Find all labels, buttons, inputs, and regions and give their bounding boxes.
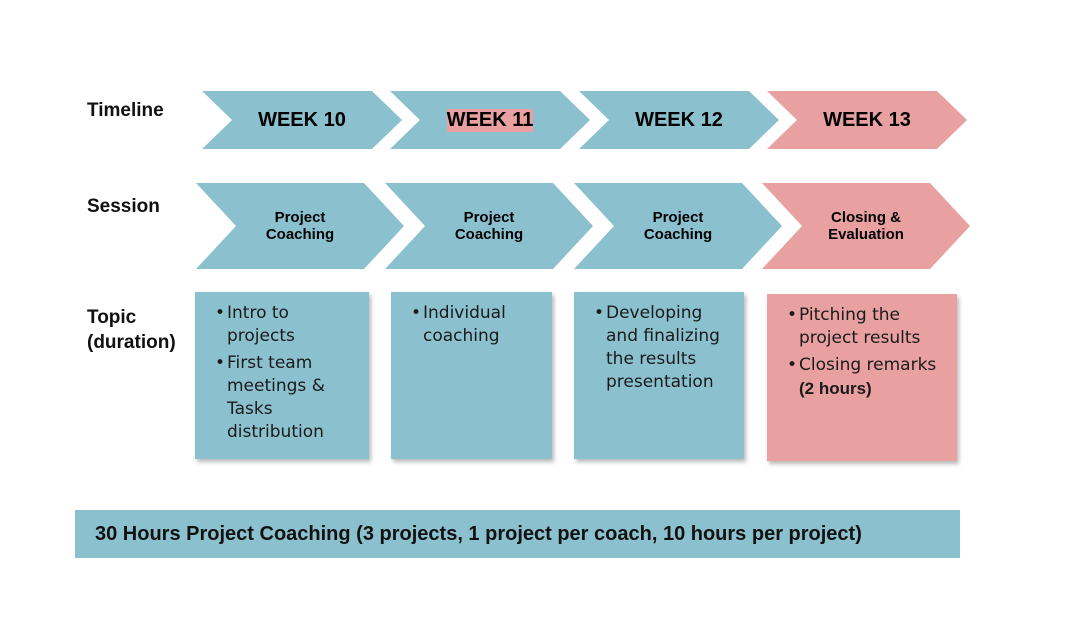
topic-item: Closing remarks (2 hours): [787, 354, 947, 401]
topic-item: Intro to projects: [215, 302, 359, 348]
topic-item: First team meetings & Tasks distribution: [215, 352, 359, 444]
topic-box-4: Pitching the project results Closing rem…: [767, 294, 957, 461]
session-chevron-1: Project Coaching: [196, 183, 404, 269]
session-label-line2: Evaluation: [828, 226, 904, 243]
timeline-row-label: Timeline: [87, 100, 164, 121]
topic-duration: (2 hours): [799, 379, 872, 398]
topic-row-label-line2: (duration): [87, 332, 176, 353]
timeline-week-13: WEEK 13: [767, 91, 967, 149]
timeline-week-11: WEEK 11: [390, 91, 590, 149]
topic-row-label-line1: Topic: [87, 307, 137, 328]
session-label-line1: Project: [463, 209, 515, 226]
timeline-week-label: WEEK 10: [258, 108, 346, 131]
topic-list: Individual coaching: [411, 302, 542, 348]
session-label-line2: Coaching: [454, 226, 524, 243]
session-row-label: Session: [87, 196, 160, 217]
timeline-week-label: WEEK 11: [446, 108, 534, 131]
topic-item-text: Closing remarks: [799, 355, 937, 375]
topic-item: Developing and finalizing the results pr…: [594, 302, 734, 394]
footer-banner: 30 Hours Project Coaching (3 projects, 1…: [75, 510, 960, 558]
footer-text: 30 Hours Project Coaching (3 projects, 1…: [95, 522, 862, 545]
timeline-week-label: WEEK 12: [635, 108, 723, 131]
topic-item: Pitching the project results: [787, 304, 947, 350]
session-chevron-4: Closing & Evaluation: [762, 183, 970, 269]
topic-list: Developing and finalizing the results pr…: [594, 302, 734, 394]
timeline-week-10: WEEK 10: [202, 91, 402, 149]
topic-box-2: Individual coaching: [391, 292, 552, 459]
session-chevron-2: Project Coaching: [385, 183, 593, 269]
topic-item: Individual coaching: [411, 302, 542, 348]
session-label-line1: Project: [274, 209, 326, 226]
session-label-line1: Project: [652, 209, 704, 226]
topic-list: Pitching the project results Closing rem…: [787, 304, 947, 401]
topic-box-3: Developing and finalizing the results pr…: [574, 292, 744, 459]
topic-box-1: Intro to projects First team meetings & …: [195, 292, 369, 459]
timeline-week-label: WEEK 13: [823, 108, 911, 131]
session-chevron-3: Project Coaching: [574, 183, 782, 269]
session-label-line2: Coaching: [643, 226, 713, 243]
timeline-week-12: WEEK 12: [579, 91, 779, 149]
session-label-line1: Closing &: [831, 209, 901, 226]
session-label-line2: Coaching: [265, 226, 335, 243]
topic-list: Intro to projects First team meetings & …: [215, 302, 359, 444]
topic-row-label: Topic (duration): [87, 305, 176, 355]
